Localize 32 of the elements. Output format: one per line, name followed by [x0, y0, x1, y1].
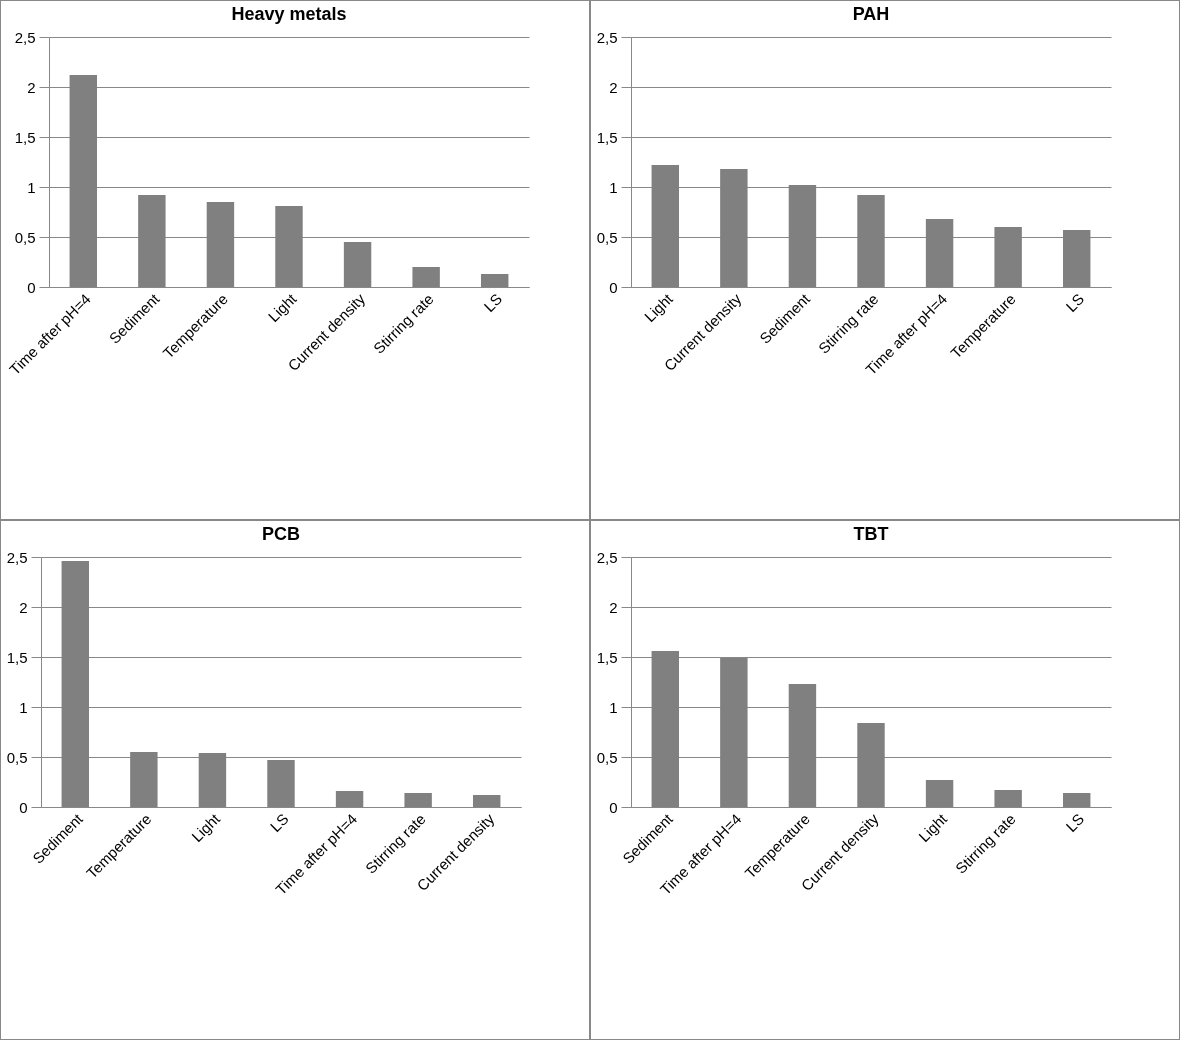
y-tick-label: 1,5 [6, 648, 28, 666]
y-tick-label: 2,5 [14, 28, 36, 46]
y-tick-label: 0,5 [596, 748, 618, 766]
chart-title: PCB [261, 524, 301, 544]
y-tick-label: 2,5 [6, 548, 28, 566]
y-tick-label: 1 [19, 698, 28, 716]
y-tick-label: 0,5 [596, 228, 618, 246]
chart-title: TBT [853, 524, 889, 544]
y-tick-label: 0,5 [6, 748, 28, 766]
y-tick-label: 0 [609, 798, 618, 816]
y-tick-label: 1 [609, 698, 618, 716]
y-tick-label: 0 [19, 798, 28, 816]
chart-title: PAH [852, 4, 890, 24]
y-tick-label: 2 [19, 598, 28, 616]
y-tick-label: 1 [609, 178, 618, 196]
x-tick-label: LS [1062, 290, 1088, 316]
y-tick-label: 2 [609, 598, 618, 616]
y-tick-label: 0 [609, 278, 618, 296]
y-tick-label: 0 [27, 278, 36, 296]
y-tick-label: 2 [27, 78, 36, 96]
x-tick-label: LS [480, 290, 506, 316]
y-tick-label: 2,5 [596, 28, 618, 46]
y-tick-label: 2,5 [596, 548, 618, 566]
x-tick-label: LS [1062, 810, 1088, 836]
y-tick-label: 2 [609, 78, 618, 96]
y-tick-label: 1,5 [14, 128, 36, 146]
y-tick-label: 1,5 [596, 648, 618, 666]
y-tick-label: 0,5 [14, 228, 36, 246]
y-tick-label: 1 [27, 178, 36, 196]
y-tick-label: 1,5 [596, 128, 618, 146]
x-tick-label: LS [266, 810, 292, 836]
chart-title: Heavy metals [231, 4, 347, 24]
